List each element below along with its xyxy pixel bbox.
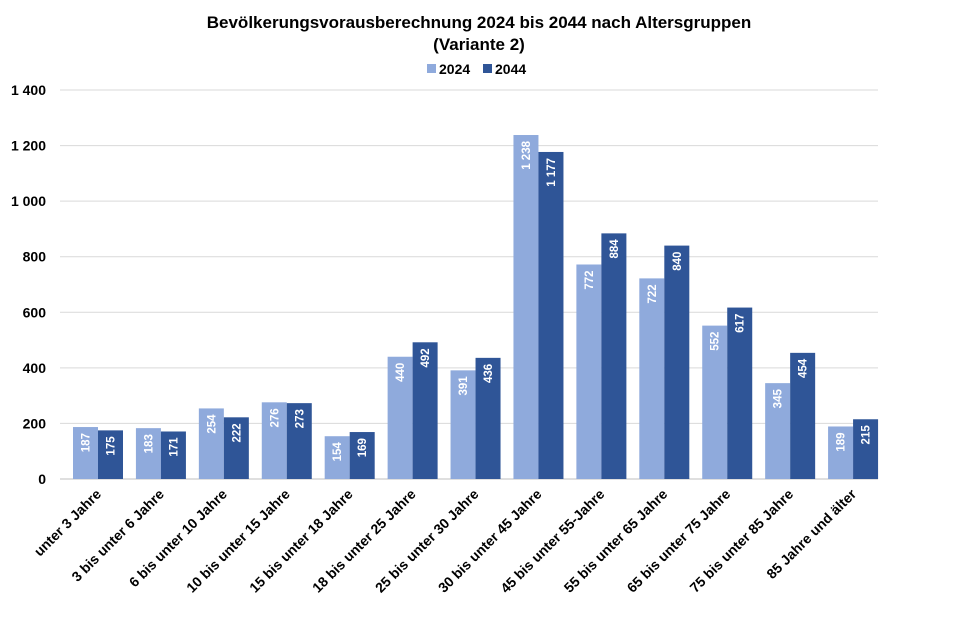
bar-2024	[450, 370, 476, 479]
y-tick-label: 1 000	[11, 193, 46, 209]
x-tick-label: 65 bis unter 75 Jahre	[624, 486, 734, 596]
chart-subtitle: (Variante 2)	[433, 35, 525, 54]
x-tick-label: 30 bis unter 45 Jahre	[435, 486, 545, 596]
data-label: 345	[773, 389, 785, 409]
x-tick-label: 18 bis unter 25 Jahre	[309, 486, 419, 596]
bar-2024	[198, 408, 224, 479]
legend-swatch	[483, 64, 492, 73]
y-axis: 0 200 400 600 800 1 000 1 200 1 400	[11, 82, 46, 487]
bars	[73, 135, 879, 479]
data-label: 222	[231, 423, 243, 442]
legend-label: 2044	[495, 61, 526, 77]
y-tick-label: 400	[23, 360, 47, 376]
bar-2044	[790, 352, 816, 479]
y-tick-label: 1 200	[11, 138, 46, 154]
legend-swatch	[427, 64, 436, 73]
data-label: 169	[357, 438, 369, 457]
y-tick-label: 800	[23, 249, 47, 265]
bar-2044	[664, 245, 690, 479]
data-label: 436	[483, 364, 495, 383]
data-label: 276	[269, 408, 281, 427]
y-tick-label: 200	[23, 415, 47, 431]
bar-2044	[98, 430, 123, 479]
bar-2024	[576, 264, 602, 479]
data-label: 154	[332, 442, 344, 462]
data-label: 1 238	[521, 140, 533, 169]
data-label: 454	[798, 358, 810, 378]
data-labels: 187 175 183 171 254 222 276 273 154 169 440 492 391 4…	[81, 140, 873, 461]
gridlines	[60, 89, 878, 480]
bar-2024	[73, 427, 98, 479]
data-label: 183	[143, 434, 155, 453]
x-tick-label: 55 bis unter 65 Jahre	[561, 486, 671, 596]
data-label: 1 177	[546, 158, 558, 187]
data-label: 273	[294, 409, 306, 428]
bar-2024	[261, 402, 287, 479]
bar-2024	[639, 278, 665, 479]
bar-2024	[513, 135, 539, 479]
data-label: 187	[81, 433, 93, 452]
data-label: 215	[861, 425, 873, 445]
bar-2024	[387, 356, 413, 479]
bar-2044	[475, 357, 501, 479]
bar-2044	[538, 151, 564, 479]
data-label: 175	[106, 436, 118, 456]
data-label: 254	[206, 414, 218, 434]
y-tick-label: 600	[23, 304, 47, 320]
x-tick-label: 75 bis unter 85 Jahre	[686, 486, 796, 596]
x-tick-label: 45 bis unter 55-Jahre	[497, 486, 608, 597]
bar-2044	[412, 342, 438, 479]
bar-2044	[853, 419, 879, 479]
x-tick-label: 15 bis unter 18 Jahre	[246, 486, 356, 596]
bar-2024	[828, 426, 854, 479]
bar-2044	[601, 233, 627, 479]
legend-label: 2024	[439, 61, 470, 77]
y-tick-label: 0	[38, 471, 46, 487]
bar-2024	[765, 383, 791, 479]
data-label: 772	[584, 270, 596, 289]
data-label: 617	[735, 314, 747, 333]
bar-2024	[135, 428, 161, 479]
data-label: 722	[647, 284, 659, 303]
bar-2044	[349, 432, 375, 479]
data-label: 840	[672, 252, 684, 271]
bar-2044	[223, 417, 249, 479]
data-label: 492	[420, 348, 432, 367]
data-label: 884	[609, 239, 621, 259]
x-tick-label: 10 bis unter 15 Jahre	[183, 486, 293, 596]
data-label: 189	[836, 432, 848, 451]
bar-2024	[324, 436, 350, 479]
bar-2044	[160, 431, 186, 479]
legend: 2024 2044	[427, 61, 526, 77]
data-label: 171	[168, 437, 180, 457]
x-tick-label: 25 bis unter 30 Jahre	[372, 486, 482, 596]
bar-2024	[702, 325, 728, 479]
bar-2044	[727, 307, 753, 479]
data-label: 391	[458, 376, 470, 396]
data-label: 552	[710, 332, 722, 351]
y-tick-label: 1 400	[11, 82, 46, 98]
chart-title: Bevölkerungsvorausberechnung 2024 bis 20…	[207, 13, 752, 32]
data-label: 440	[395, 363, 407, 382]
bar-2044	[286, 403, 312, 479]
